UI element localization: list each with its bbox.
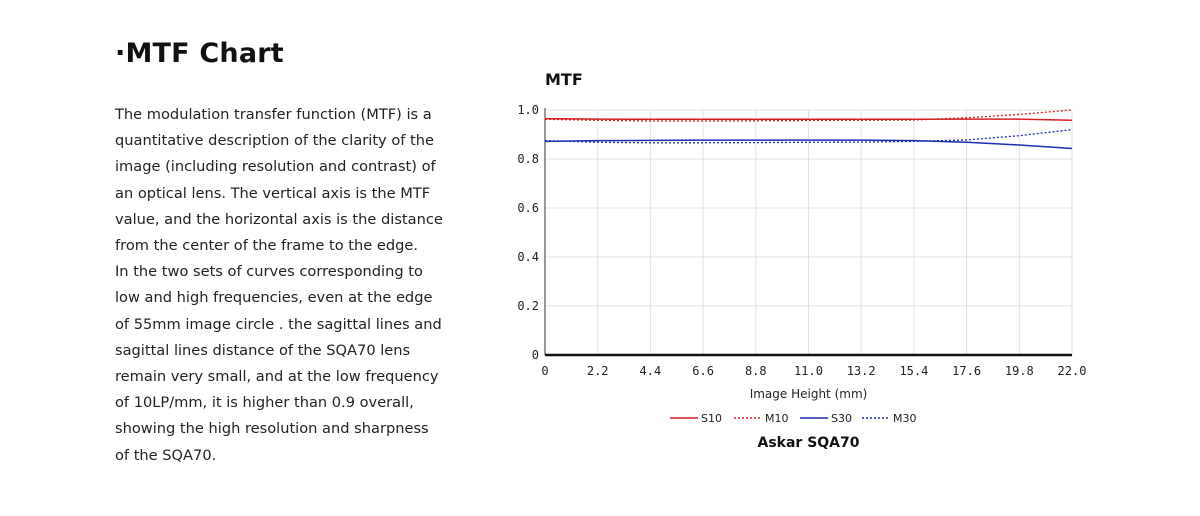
description-line: low and high frequencies, even at the ed… [115,289,433,307]
x-tick-label: 17.6 [952,364,981,378]
x-tick-label: 15.4 [899,364,928,378]
description-line: sagittal lines distance of the SQA70 len… [115,341,411,359]
page-heading: ·MTF Chart [115,38,284,69]
description-line: quantitative description of the clarity … [115,132,434,150]
legend-label-s30: S30 [831,412,852,425]
x-tick-label: 6.6 [692,364,714,378]
description-line: In the two sets of curves corresponding … [115,263,423,281]
y-tick-label: 0.8 [517,152,539,166]
y-tick-label: 0.4 [517,250,539,264]
description-paragraph: The modulation transfer function (MTF) i… [115,102,460,469]
description-line: remain very small, and at the low freque… [115,368,439,386]
y-tick-label: 0.2 [517,299,539,313]
description-line: from the center of the frame to the edge… [115,237,418,255]
x-tick-label: 0 [541,364,548,378]
description-line: value, and the horizontal axis is the di… [115,210,443,228]
y-tick-label: 0 [532,348,539,362]
description-line: The modulation transfer function (MTF) i… [115,106,432,123]
description-line: of 55mm image circle . the sagittal line… [115,315,442,333]
description-line: of the SQA70. [115,446,217,464]
x-tick-label: 11.0 [794,364,823,378]
y-tick-label: 0.6 [517,201,539,215]
y-tick-label: 1.0 [517,103,539,117]
chart-subtitle: Askar SQA70 [757,435,859,451]
legend-label-m10: M10 [765,412,789,425]
description-line: image (including resolution and contrast… [115,158,436,176]
x-tick-label: 2.2 [587,364,609,378]
description-line: showing the high resolution and sharpnes… [115,420,429,438]
x-tick-label: 8.8 [745,364,767,378]
description-line: an optical lens. The vertical axis is th… [115,184,431,202]
mtf-chart: MTF 0 0.2 0.4 0.6 0.8 1.0 0 2.2 4.4 6.6 8.8 11.0 13.2… [517,70,1087,451]
series-line-s10 [544,117,1073,122]
x-tick-label: 19.8 [1005,364,1034,378]
legend-label-s10: S10 [701,412,722,425]
x-tick-label: 22.0 [1058,364,1087,378]
series-line-s30 [544,139,1073,150]
x-axis-label: Image Height (mm) [750,387,868,401]
x-tick-label: 13.2 [847,364,876,378]
x-tick-label: 4.4 [640,364,662,378]
chart-title: MTF [545,70,583,89]
description-line: of 10LP/mm, it is higher than 0.9 overal… [115,394,414,412]
legend-label-m30: M30 [893,412,917,425]
